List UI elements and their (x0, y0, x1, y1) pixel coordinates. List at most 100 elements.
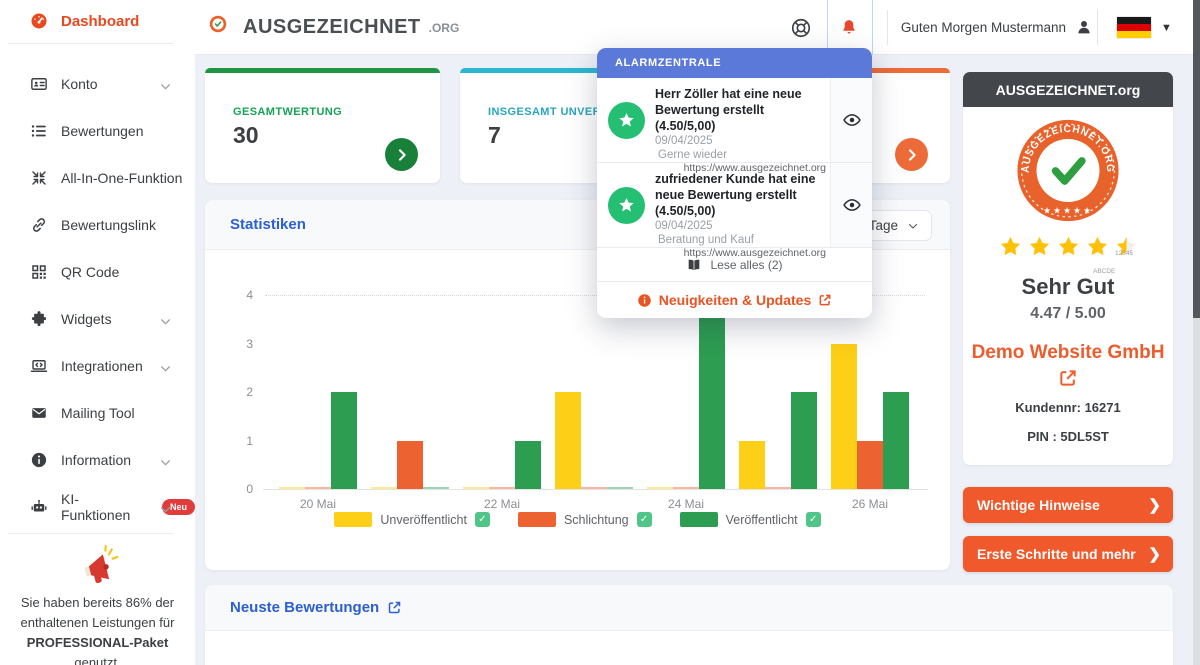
bar-veröffentlicht-20-Mai (331, 392, 357, 489)
stat-card-open-button[interactable] (895, 138, 928, 171)
seal-logo-icon (209, 15, 235, 41)
bar-veröffentlicht-21-Mai (423, 487, 449, 489)
legend-label: Veröffentlicht (725, 512, 798, 527)
sidebar-item-integrationen[interactable]: Integrationen (0, 342, 195, 389)
logo-suffix: .ORG (428, 20, 460, 35)
scrollbar-track[interactable] (1193, 0, 1200, 665)
view-notification-button[interactable] (830, 78, 872, 162)
alarm-popup: ALARMZENTRALE Herr Zöller hat eine neue … (597, 48, 872, 318)
rating-star-icon (1029, 236, 1049, 256)
legend-checkbox[interactable]: ✓ (474, 512, 490, 527)
bar-unveröffentlicht-24-Mai (647, 487, 673, 489)
sidebar-item-label: Integrationen (61, 357, 143, 374)
bar-unveröffentlicht-26-Mai (831, 343, 857, 489)
notification-item[interactable]: zufriedener Kunde hat eine neue Bewertun… (597, 163, 872, 259)
notification-subtitle: Gerne wieder (658, 149, 728, 161)
bar-chart: 0 1 2 3 4 20 Mai 22 Mai 24 Mai 26 Mai Unveröffent… (205, 250, 950, 570)
watermark-text: 12345 (1115, 250, 1134, 257)
bar-group-26-Mai (831, 295, 909, 489)
bar-veröffentlicht-24-Mai (699, 295, 725, 489)
sidebar-item-dashboard[interactable]: Dashboard (30, 12, 139, 30)
sidebar-item-label: Information (61, 451, 132, 468)
bar-group-20-Mai (279, 295, 357, 489)
y-axis-tick-label: 1 (246, 433, 253, 448)
user-greeting[interactable]: Guten Morgen Mustermann (900, 0, 1095, 55)
legend-checkbox[interactable]: ✓ (805, 512, 821, 527)
greeting-text: Guten Morgen Mustermann (900, 20, 1066, 35)
chevron-right-icon (398, 148, 406, 161)
x-axis-line (263, 489, 928, 490)
bar-schlichtung-22-Mai (489, 487, 515, 489)
sidebar-item-widgets[interactable]: Widgets (0, 295, 195, 342)
sidebar-item-label: Widgets (61, 310, 112, 327)
stat-card-open-button[interactable] (385, 138, 418, 171)
laptop-icon (30, 357, 48, 375)
y-axis-tick-label: 0 (246, 482, 253, 496)
updates-link[interactable]: Neuigkeiten & Updates (597, 282, 872, 318)
sidebar-item-konto[interactable]: Konto (0, 60, 195, 107)
notifications-bell-button[interactable] (827, 0, 873, 55)
bar-group-25-Mai (739, 295, 817, 489)
neu-badge: Neu (161, 498, 195, 515)
chevron-down-icon (159, 359, 172, 372)
legend-item-unveröffentlicht: Unveröffentlicht ✓ (334, 512, 490, 527)
pin-code: PIN : 5DL5ST (1027, 429, 1109, 444)
robot-icon (30, 498, 48, 516)
notification-date: 09/04/2025 (655, 135, 713, 147)
external-link-icon[interactable] (387, 600, 402, 615)
bar-schlichtung-25-Mai (765, 487, 791, 489)
card-accent-bar (460, 68, 695, 73)
sidebar-item-information[interactable]: Information (0, 436, 195, 483)
rating-star-icon (1058, 236, 1078, 256)
bar-unveröffentlicht-22-Mai (463, 487, 489, 489)
notification-date: 09/04/2025 (655, 220, 713, 232)
scrollbar-thumb[interactable] (1193, 0, 1200, 318)
usage-note-package: PROFESSIONAL-Paket (26, 635, 169, 650)
gauge-icon (30, 12, 48, 30)
caret-down-icon: ▼ (1161, 21, 1172, 34)
rating-star-icon (1087, 236, 1107, 256)
legend-checkbox[interactable]: ✓ (636, 512, 652, 527)
chevron-right-icon: ❯ (1148, 546, 1161, 563)
read-all-link[interactable]: Lese alles (2) (597, 248, 872, 282)
y-axis-tick-label: 2 (246, 385, 253, 399)
notification-item[interactable]: Herr Zöller hat eine neue Bewertung erst… (597, 78, 872, 174)
sidebar-item-mailing-tool[interactable]: Mailing Tool (0, 389, 195, 436)
chevron-down-icon (159, 453, 172, 466)
notification-title: zufriedener Kunde hat eine neue Bewertun… (655, 172, 816, 218)
company-link[interactable]: Demo Website GmbH (971, 342, 1165, 363)
notification-source-link[interactable]: https://www.ausgezeichnet.org (683, 162, 826, 174)
seal-widget-header: AUSGEZEICHNET.org (963, 72, 1173, 107)
external-link-icon (819, 294, 831, 306)
notification-source-link[interactable]: https://www.ausgezeichnet.org (683, 247, 826, 259)
rating-star-icon (1116, 236, 1136, 256)
gridline (265, 295, 925, 296)
language-selector[interactable]: ▼ (1117, 0, 1172, 55)
bar-veröffentlicht-23-Mai (607, 487, 633, 489)
chevron-down-icon (159, 312, 172, 325)
wichtige-hinweise-button[interactable]: Wichtige Hinweise ❯ (963, 487, 1173, 523)
sidebar-item-ki-funktionen[interactable]: KI-Funktionen Neu (0, 483, 195, 530)
review-star-badge (608, 102, 645, 139)
chevron-right-icon: ❯ (1148, 497, 1161, 514)
german-flag-icon (1117, 17, 1151, 38)
alarm-popup-title: ALARMZENTRALE (597, 48, 872, 78)
user-icon (1075, 18, 1095, 38)
stat-card-value: 30 (233, 122, 259, 148)
bar-schlichtung-23-Mai (581, 487, 607, 489)
chevron-down-icon (908, 223, 918, 229)
view-notification-button[interactable] (830, 163, 872, 247)
external-link-icon[interactable] (1058, 368, 1078, 393)
help-lifering-icon[interactable] (790, 17, 812, 39)
stat-card-value: 7 (488, 122, 501, 148)
stat-card-gesamtwertung: GESAMTWERTUNG 30 (205, 68, 440, 183)
sidebar-item-qr-code[interactable]: QR Code (0, 248, 195, 295)
sidebar-item-bewertungslink[interactable]: Bewertungslink (0, 201, 195, 248)
usage-note-suffix: genutzt. (74, 655, 121, 665)
erste-schritte-button[interactable]: Erste Schritte und mehr ❯ (963, 536, 1173, 572)
sidebar-item-all-in-one-funktion[interactable]: All-In-One-Funktion (0, 154, 195, 201)
bar-unveröffentlicht-23-Mai (555, 392, 581, 489)
sidebar-item-bewertungen[interactable]: Bewertungen (0, 107, 195, 154)
brand-logo[interactable]: AUSGEZEICHNET .ORG (209, 0, 459, 55)
read-all-label: Lese alles (2) (710, 257, 783, 272)
